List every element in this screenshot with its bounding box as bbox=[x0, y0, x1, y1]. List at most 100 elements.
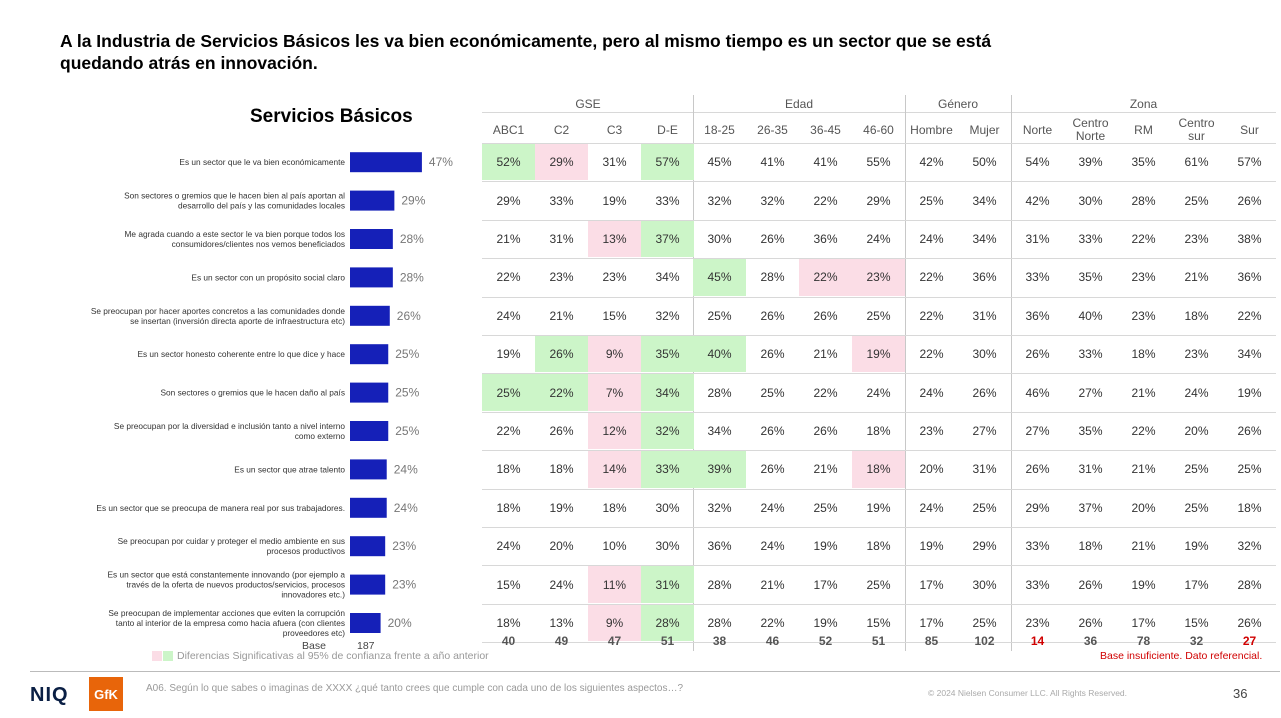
bar bbox=[350, 344, 389, 365]
column-header: Mujer bbox=[969, 122, 1000, 137]
table-cell: 18% bbox=[866, 539, 891, 554]
table-cell: 33% bbox=[641, 451, 694, 488]
table-cell: 10% bbox=[602, 539, 627, 554]
table-cell: 22% bbox=[813, 193, 838, 208]
table-cell: 17% bbox=[813, 577, 838, 592]
table-cell: 33% bbox=[1078, 231, 1103, 246]
column-header: C2 bbox=[553, 122, 570, 137]
copyright: © 2024 Nielsen Consumer LLC. All Rights … bbox=[928, 688, 1128, 698]
table-cell: 18% bbox=[496, 500, 521, 515]
column-header: D-E bbox=[657, 122, 678, 137]
table-cell: 31% bbox=[641, 566, 694, 603]
category-label: Se preocupan de implementar acciones que… bbox=[108, 608, 345, 638]
row-divider bbox=[482, 642, 1276, 644]
table-cell: 15% bbox=[1184, 615, 1209, 630]
table-cell: 28% bbox=[707, 577, 732, 592]
table-cell: 17% bbox=[1184, 577, 1209, 592]
table-cell: 19% bbox=[919, 539, 944, 554]
table-cell: 28% bbox=[1237, 577, 1262, 592]
table-cell: 7% bbox=[588, 374, 641, 411]
table-cell: 22% bbox=[496, 423, 521, 438]
base-count: 40 bbox=[501, 634, 516, 648]
table-cell: 24% bbox=[919, 231, 944, 246]
table-cell: 18% bbox=[496, 462, 521, 477]
bar-value-label: 26% bbox=[397, 309, 421, 323]
table-cell: 19% bbox=[1131, 577, 1156, 592]
base-count: 102 bbox=[974, 634, 995, 648]
bar bbox=[350, 421, 389, 441]
table-cell: 21% bbox=[1184, 270, 1209, 285]
table-cell: 20% bbox=[549, 539, 574, 554]
table-cell: 18% bbox=[1237, 500, 1262, 515]
table-cell: 20% bbox=[1184, 423, 1209, 438]
table-cell: 38% bbox=[1237, 231, 1262, 246]
table-cell: 19% bbox=[602, 193, 627, 208]
table-cell: 15% bbox=[496, 577, 521, 592]
category-label: Es un sector que está constantemente inn… bbox=[107, 570, 345, 600]
table-cell: 42% bbox=[919, 155, 944, 170]
table-cell: 55% bbox=[866, 155, 891, 170]
table-cell: 18% bbox=[549, 462, 574, 477]
table-cell: 18% bbox=[1184, 308, 1209, 323]
table-cell: 28% bbox=[1131, 193, 1156, 208]
base-count: 46 bbox=[765, 634, 780, 648]
group-separator bbox=[1011, 95, 1012, 651]
row-divider bbox=[482, 527, 1276, 528]
bar bbox=[350, 152, 422, 173]
table-cell: 23% bbox=[1184, 347, 1209, 362]
bar-chart: 47% Es un sector que le va bien económica… bbox=[91, 152, 453, 638]
table-cell: 25% bbox=[919, 193, 944, 208]
column-header: Sur bbox=[1240, 122, 1259, 137]
column-header: 26-35 bbox=[757, 122, 788, 137]
column-header: 18-25 bbox=[704, 122, 735, 137]
table-cell: 18% bbox=[1078, 539, 1103, 554]
base-count: 51 bbox=[871, 634, 886, 648]
column-header: Hombre bbox=[910, 122, 953, 137]
row-divider bbox=[482, 335, 1276, 336]
table-cell: 24% bbox=[866, 385, 891, 400]
table-cell: 22% bbox=[1131, 423, 1156, 438]
table-cell: 19% bbox=[813, 539, 838, 554]
group-header: GSE bbox=[575, 97, 601, 111]
table-cell: 46% bbox=[1025, 385, 1050, 400]
column-header: ABC1 bbox=[492, 122, 525, 137]
table-cell: 42% bbox=[1025, 193, 1050, 208]
table-cell: 40% bbox=[1078, 308, 1103, 323]
table-cell: 26% bbox=[1237, 615, 1262, 630]
table-cell: 36% bbox=[707, 539, 732, 554]
bar bbox=[350, 267, 393, 288]
table-cell: 25% bbox=[482, 374, 535, 411]
table-cell: 25% bbox=[1184, 500, 1209, 515]
category-label: Me agrada cuando a este sector le va bie… bbox=[125, 229, 345, 249]
table-cell: 24% bbox=[496, 308, 521, 323]
column-header: Norte bbox=[1022, 122, 1053, 137]
table-cell: 23% bbox=[919, 423, 944, 438]
row-divider bbox=[482, 565, 1276, 567]
table-cell: 31% bbox=[972, 308, 997, 323]
bar bbox=[350, 382, 389, 403]
table-cell: 36% bbox=[1025, 308, 1050, 323]
table-cell: 19% bbox=[866, 500, 891, 515]
category-label: Es un sector que atrae talento bbox=[234, 464, 345, 474]
table-cell: 45% bbox=[707, 155, 732, 170]
table-cell: 17% bbox=[919, 615, 944, 630]
bar-value-label: 29% bbox=[401, 194, 425, 208]
bar-value-label: 20% bbox=[388, 616, 412, 630]
table-cell: 21% bbox=[549, 308, 574, 323]
bar bbox=[350, 190, 395, 211]
table-cell: 24% bbox=[919, 500, 944, 515]
page-number: 36 bbox=[1233, 686, 1248, 701]
table-cell: 35% bbox=[1078, 270, 1103, 285]
table-cell: 26% bbox=[972, 385, 997, 400]
table-cell: 34% bbox=[707, 423, 732, 438]
column-header: 46-60 bbox=[863, 122, 894, 137]
group-header: Edad bbox=[784, 97, 814, 111]
table-cell: 32% bbox=[1237, 539, 1262, 554]
table-cell: 21% bbox=[1131, 385, 1156, 400]
table-cell: 19% bbox=[496, 347, 521, 362]
bar-value-label: 24% bbox=[394, 501, 418, 515]
table-cell: 19% bbox=[813, 615, 838, 630]
table-cell: 24% bbox=[866, 231, 891, 246]
table-cell: 25% bbox=[813, 500, 838, 515]
table-cell: 21% bbox=[813, 462, 838, 477]
